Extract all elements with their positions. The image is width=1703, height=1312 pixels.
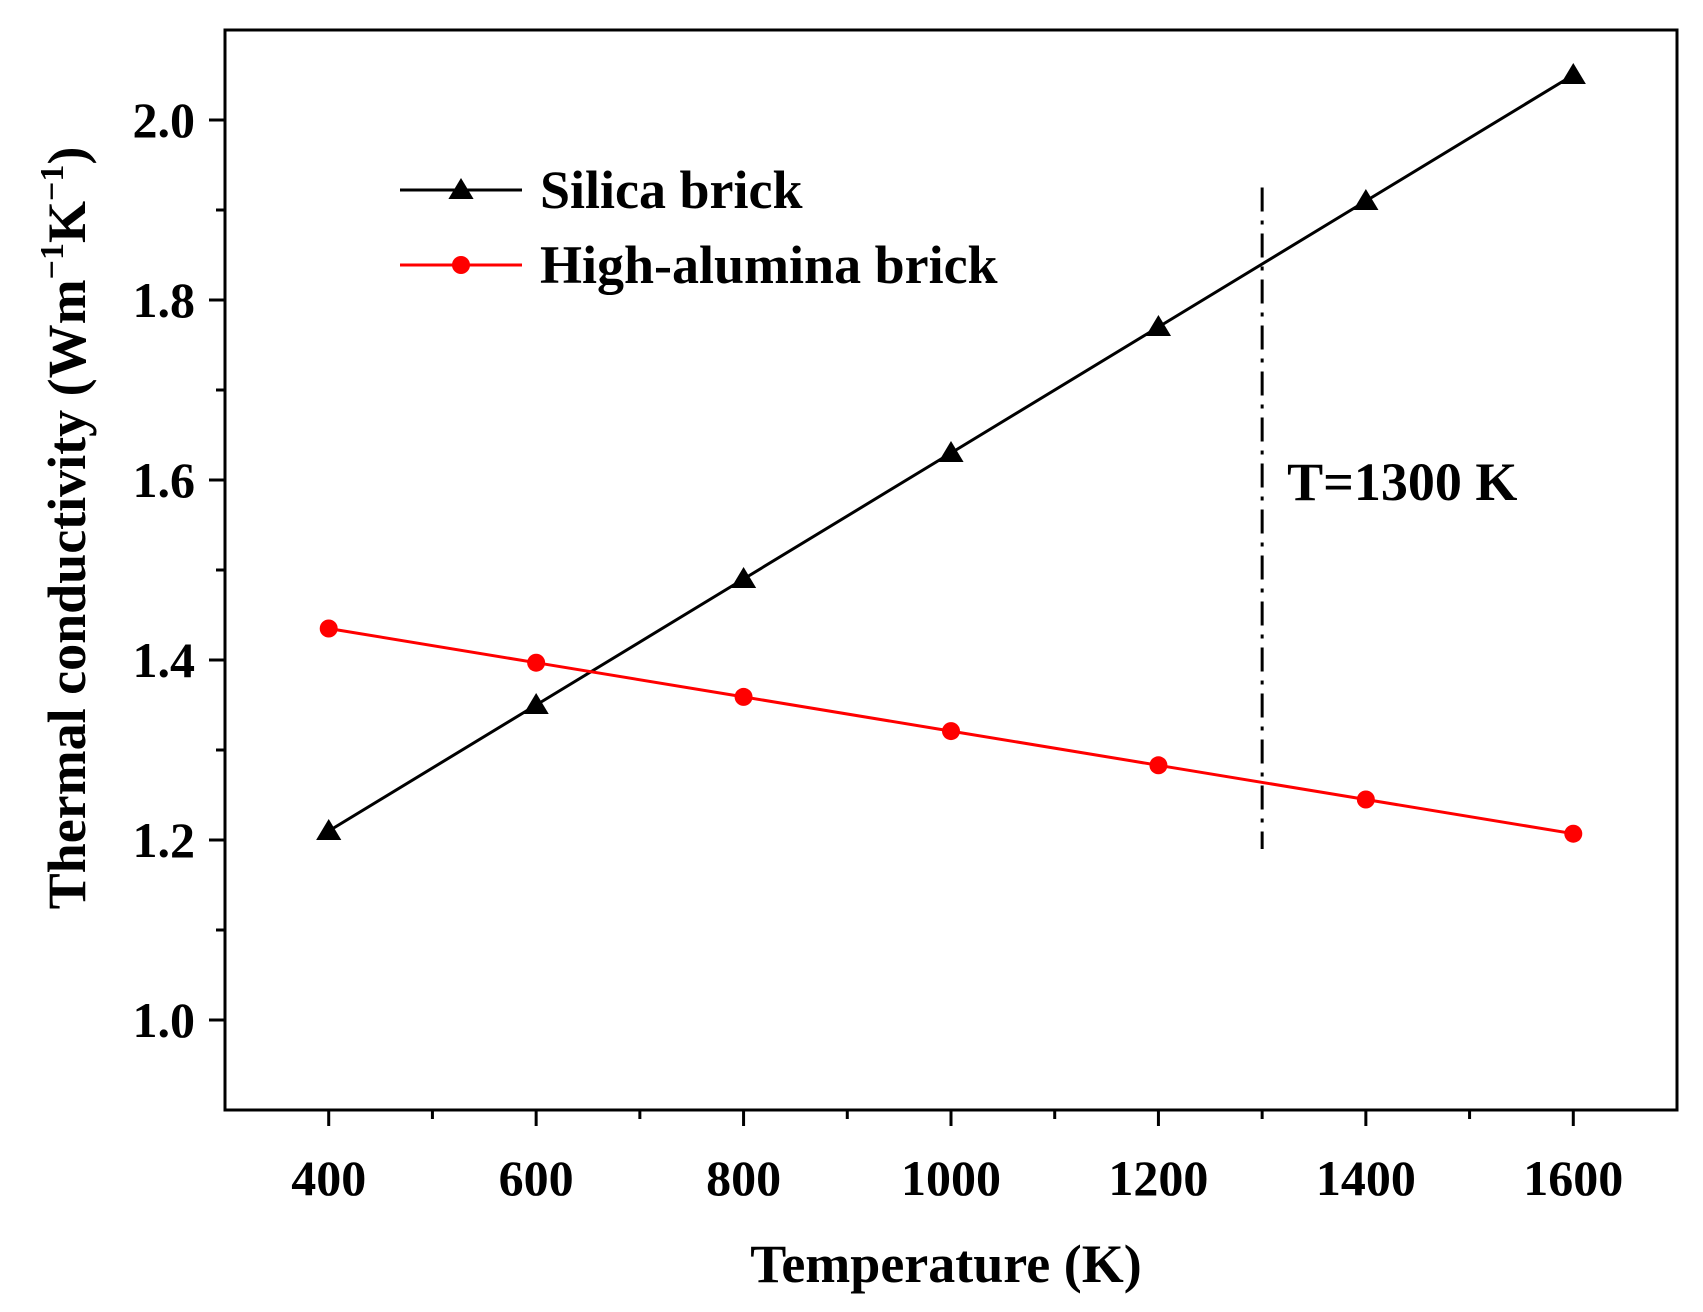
series-layer: [316, 63, 1586, 843]
x-tick-label: 600: [499, 1150, 574, 1206]
series-1: [316, 63, 1586, 840]
y-axis-title-main: Thermal conductivity (Wm: [37, 279, 97, 909]
data-point-triangle: [730, 567, 757, 588]
x-tick-label: 800: [706, 1150, 781, 1206]
legend: Silica brick High-alumina brick: [400, 160, 998, 295]
threshold-label: T=1300 K: [1287, 452, 1517, 512]
y-tick-label: 1.4: [133, 632, 196, 688]
axes: 400 600 800 1000 1200 1400 1600 1.0 1.2 1.4 1.6 1.8…: [133, 28, 1679, 1206]
data-point-triangle: [938, 441, 964, 462]
x-tick-label: 400: [291, 1150, 366, 1206]
legend-marker-triangle: [448, 178, 474, 199]
data-point-circle: [319, 619, 338, 638]
y-axis-title-mid: K: [37, 201, 97, 243]
y-axis-title-sup2: −1: [34, 165, 71, 201]
y-axis-title-sup1: −1: [34, 243, 71, 279]
x-tick-label: 1200: [1108, 1150, 1208, 1206]
data-point-circle: [942, 722, 960, 741]
legend-item-2: High-alumina brick: [400, 235, 998, 295]
data-point-triangle: [1560, 63, 1586, 84]
data-point-triangle: [1145, 315, 1172, 336]
y-tick-label: 2.0: [133, 92, 196, 148]
legend-item-1: Silica brick: [400, 160, 803, 220]
data-point-circle: [1149, 756, 1168, 775]
y-tick-label: 1.2: [133, 812, 196, 868]
x-tick-label: 1400: [1316, 1150, 1416, 1206]
y-tick-label: 1.6: [133, 452, 196, 508]
y-tick-label: 1.8: [133, 272, 196, 328]
y-axis-title: Thermal conductivity (Wm−1K−1): [34, 147, 97, 910]
x-axis-title: Temperature (K): [750, 1234, 1141, 1294]
legend-label: High-alumina brick: [540, 235, 998, 295]
data-point-triangle: [316, 819, 342, 840]
annotation-layer: T=1300 K: [1260, 187, 1517, 849]
plot-frame: [223, 28, 1679, 1112]
legend-marker-circle: [452, 256, 470, 274]
data-point-triangle: [1353, 189, 1379, 210]
data-point-circle: [1564, 824, 1583, 843]
x-tick-label: 1600: [1523, 1150, 1623, 1206]
data-point-circle: [1356, 790, 1375, 809]
x-tick-label: 1000: [901, 1150, 1001, 1206]
data-point-triangle: [523, 693, 549, 714]
y-tick-label: 1.0: [133, 992, 196, 1048]
y-axis-title-end: ): [37, 147, 97, 165]
legend-label: Silica brick: [540, 160, 803, 220]
series-2: [319, 619, 1583, 843]
data-point-circle: [527, 653, 546, 672]
data-point-circle: [734, 687, 753, 706]
